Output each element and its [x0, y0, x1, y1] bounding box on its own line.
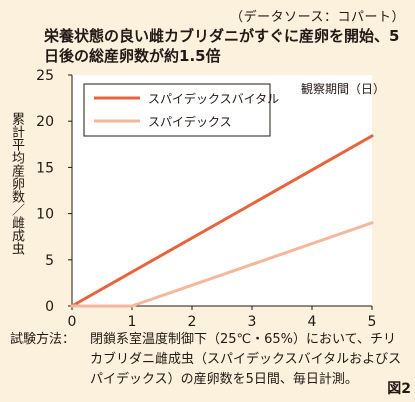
- legend-label-1: スパイデックスバイタル: [148, 91, 279, 106]
- legend-box: [83, 83, 271, 137]
- x-tick-label: 0: [68, 314, 77, 330]
- y-tick-label: 15: [36, 160, 54, 176]
- y-tick-label: 20: [36, 114, 54, 130]
- x-tick-label: 3: [248, 314, 257, 330]
- series-line-1: [70, 134, 374, 308]
- y-tick-label: 0: [45, 299, 54, 315]
- legend-label-2: スパイデックス: [148, 114, 232, 129]
- x-tick-label: 4: [308, 314, 317, 330]
- chart-title: 栄養状態の良い雌カブリダニがすぐに産卵を開始、5日後の総産卵数が約1.5倍: [44, 27, 400, 65]
- x-tick-label: 1: [128, 314, 137, 330]
- y-tick-label: 25: [36, 68, 54, 84]
- y-tick-label: 10: [36, 207, 54, 223]
- x-tick-label: 2: [188, 314, 197, 330]
- chart-series: [70, 134, 374, 308]
- x-tick-label: 5: [368, 314, 377, 330]
- method-label: 試験方法：: [10, 332, 76, 347]
- y-tick-label: 5: [45, 253, 54, 269]
- data-source-note: （データソース：コパート）: [230, 10, 405, 25]
- series-line-2: [70, 221, 374, 308]
- x-axis-label: 観察期間（日）: [301, 82, 386, 96]
- figure-number: 図2: [387, 381, 411, 397]
- method-description: 閉鎖系室温度制御下（25℃・65%）において、チリカブリダニ雌成虫（スパイデック…: [90, 332, 402, 387]
- y-axis-label: 累計平均産卵数／雌成虫: [9, 112, 24, 255]
